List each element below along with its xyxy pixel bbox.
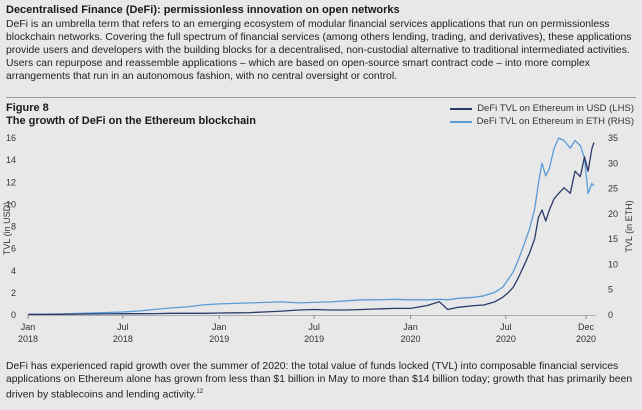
y-left-tick-label: 16: [6, 133, 16, 143]
x-tick-year: 2020: [496, 334, 516, 344]
y-left-tick-label: 14: [6, 155, 16, 165]
figure-title: The growth of DeFi on the Ethereum block…: [6, 115, 256, 127]
y-left-tick-label: 0: [11, 310, 16, 320]
outro-paragraph: DeFi has experienced rapid growth over t…: [6, 360, 636, 401]
y-left-tick-label: 6: [11, 244, 16, 254]
x-tick-year: 2020: [576, 334, 596, 344]
series-line-usd: [28, 142, 595, 316]
series-line-eth: [27, 137, 595, 316]
x-tick-label: Jul: [117, 322, 129, 332]
y-right-tick-label: 15: [608, 234, 618, 244]
y-right-tick-label: 25: [608, 184, 618, 194]
legend-label-eth: DeFi TVL on Ethereum in ETH (RHS): [476, 116, 634, 127]
legend-label-usd: DeFi TVL on Ethereum in USD (LHS): [477, 103, 634, 114]
box-title: Decentralised Finance (DeFi): permission…: [6, 4, 400, 16]
legend-entry-usd: DeFi TVL on Ethereum in USD (LHS): [450, 102, 634, 115]
x-tick-label: Jul: [500, 322, 512, 332]
x-tick-year: 2019: [304, 334, 324, 344]
footnote-marker: 12: [196, 389, 204, 395]
x-tick-label: Jan: [212, 322, 227, 332]
figure-label: Figure 8: [6, 102, 49, 114]
divider: [6, 97, 636, 98]
x-tick-label: Jan: [403, 322, 418, 332]
y-left-tick-label: 4: [11, 266, 16, 276]
legend-swatch-eth: [449, 120, 472, 123]
y-right-tick-label: 0: [608, 310, 613, 320]
y-left-tick-label: 8: [11, 222, 16, 232]
y-left-tick-label: 10: [6, 199, 16, 209]
defi-tvl-chart: 0 2 4 6 8 10 12 14 16 0 5 10 15 20 25 30 35 TVL (in USD) T…: [2, 133, 634, 344]
y-left-tick-label: 12: [6, 177, 16, 187]
legend-entry-eth: DeFi TVL on Ethereum in ETH (RHS): [449, 115, 634, 128]
x-tick-label: Dec: [578, 322, 595, 332]
outro-text: DeFi has experienced rapid growth over t…: [6, 361, 633, 401]
x-tick-year: 2020: [400, 334, 420, 344]
y-left-tick-label: 2: [11, 288, 16, 298]
y-right-tick-label: 20: [608, 209, 618, 219]
x-tick-year: 2018: [113, 334, 133, 344]
y-right-axis-label: TVL (in ETH): [624, 200, 634, 252]
y-right-tick-label: 5: [608, 285, 613, 295]
intro-paragraph: DeFi is an umbrella term that refers to …: [6, 19, 632, 82]
y-left-axis-label: TVL (in USD): [2, 202, 12, 255]
y-right-tick-label: 10: [608, 259, 618, 269]
y-right-tick-label: 35: [608, 133, 618, 143]
x-tick-year: 2018: [18, 334, 38, 344]
x-tick-label: Jan: [21, 322, 36, 332]
x-tick-label: Jul: [308, 322, 320, 332]
chart-legend: DeFi TVL on Ethereum in USD (LHS) DeFi T…: [449, 102, 634, 128]
x-tick-year: 2019: [209, 334, 229, 344]
legend-swatch-usd: [450, 107, 473, 110]
y-right-tick-label: 30: [608, 158, 618, 168]
